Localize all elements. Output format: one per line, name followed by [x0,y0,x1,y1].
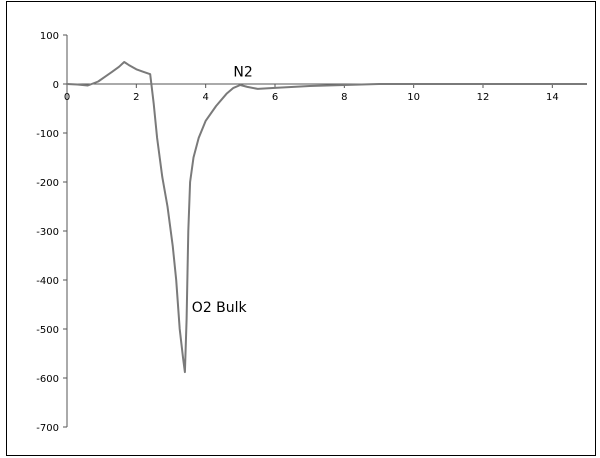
y-tick-label: -700 [36,423,59,434]
y-tick-label: -500 [36,325,59,336]
annotation-label: O2 Bulk [192,300,248,316]
annotation-label: N2 [233,65,252,81]
y-tick-label: 100 [40,31,59,42]
chart-frame: 100 0 -100 -200 -300 -400 -500 -600 -700 0 2 4 6 8 10 1… [6,1,596,456]
y-tick-label: -300 [36,227,59,238]
series-layer [66,61,587,374]
annotations: N2 O2 Bulk [192,65,253,316]
x-tick-label: 8 [341,92,347,103]
axes [66,35,587,427]
ticks: 100 0 -100 -200 -300 -400 -500 -600 -700 0 2 4 6 8 10 1… [36,31,558,434]
series-line [66,61,587,374]
x-tick-label: 12 [477,92,490,103]
x-tick-label: 4 [202,92,208,103]
x-tick-label: 0 [64,92,70,103]
y-tick-label: 0 [53,80,59,91]
line-chart: 100 0 -100 -200 -300 -400 -500 -600 -700 0 2 4 6 8 10 1… [36,31,587,434]
x-tick-label: 6 [272,92,278,103]
y-tick-label: -200 [36,178,59,189]
y-tick-label: -400 [36,276,59,287]
y-tick-label: -600 [36,374,59,385]
x-tick-label: 14 [546,92,559,103]
x-tick-label: 2 [133,92,139,103]
x-tick-label: 10 [407,92,420,103]
y-tick-label: -100 [36,129,59,140]
